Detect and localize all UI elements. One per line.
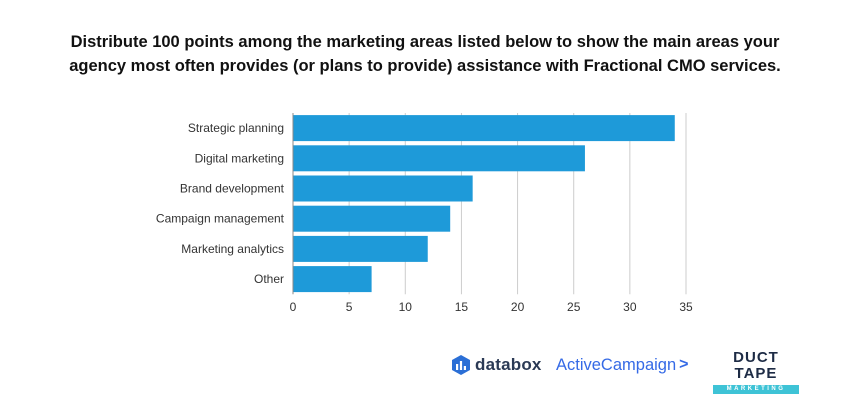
x-tick-label-3: 15: [455, 300, 469, 314]
duct-tape-logo-subtext: MARKETING: [713, 385, 799, 394]
chevron-right-icon: >: [679, 356, 689, 373]
x-tick-label-5: 25: [567, 300, 581, 314]
databox-logo-text: databox: [475, 355, 542, 374]
chart-title: Distribute 100 points among the marketin…: [69, 33, 781, 75]
footer-logos: databox ActiveCampaign > DUCT TAPE MARKE…: [0, 348, 850, 394]
activecampaign-logo: ActiveCampaign >: [556, 354, 688, 376]
category-label-3: Campaign management: [156, 212, 285, 226]
category-label-0: Strategic planning: [188, 121, 284, 135]
x-tick-label-1: 5: [346, 300, 353, 314]
x-tick-label-2: 10: [399, 300, 413, 314]
activecampaign-logo-text: ActiveCampaign: [556, 355, 677, 374]
databox-logo: databox: [452, 354, 542, 376]
bar-1: [293, 145, 585, 172]
bar-3: [293, 205, 451, 232]
x-tick-label-4: 20: [511, 300, 525, 314]
x-tick-label-7: 35: [679, 300, 693, 314]
category-label-1: Digital marketing: [195, 151, 284, 165]
bar-5: [293, 266, 372, 293]
x-tick-label-0: 0: [290, 300, 297, 314]
duct-tape-marketing-logo: DUCT TAPE MARKETING: [710, 349, 802, 394]
category-label-5: Other: [254, 272, 284, 286]
x-tick-label-6: 30: [623, 300, 637, 314]
bar-4: [293, 235, 428, 262]
category-label-4: Marketing analytics: [181, 242, 284, 256]
category-label-2: Brand development: [180, 182, 285, 196]
duct-tape-logo-text: DUCT TAPE: [733, 349, 779, 382]
bar-2: [293, 175, 473, 202]
bar-0: [293, 115, 675, 142]
databox-bar-icon: [452, 355, 470, 375]
